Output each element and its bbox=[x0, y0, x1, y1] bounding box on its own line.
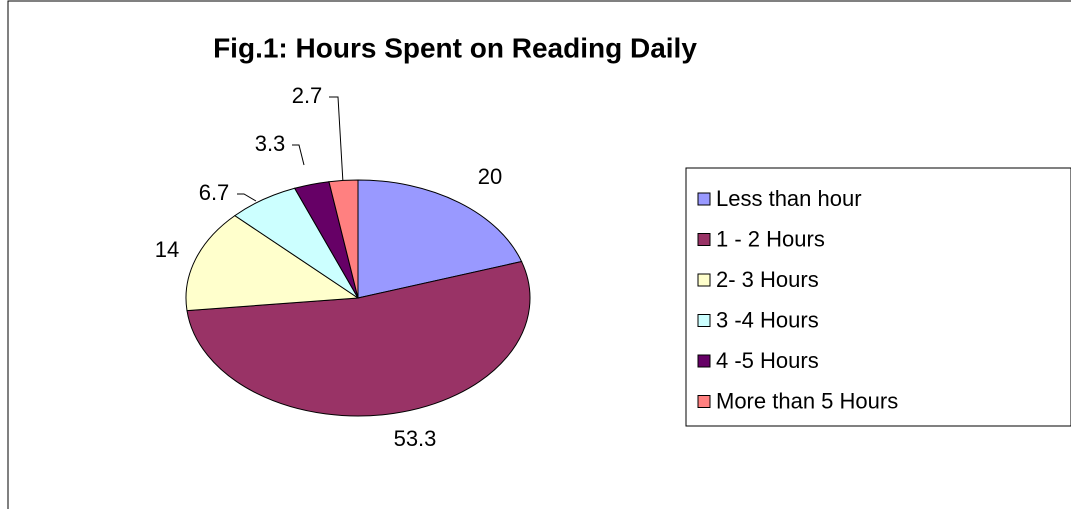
legend-swatch bbox=[697, 314, 711, 327]
legend-label: Less than hour bbox=[716, 186, 862, 211]
data-label: 20 bbox=[478, 164, 502, 189]
pie-slice bbox=[357, 179, 523, 299]
legend-swatch bbox=[697, 395, 711, 408]
pie-slice bbox=[186, 260, 531, 417]
legend-swatch bbox=[697, 273, 711, 287]
leader-line bbox=[237, 193, 257, 202]
leader-line bbox=[329, 96, 344, 184]
legend-box bbox=[685, 167, 1071, 427]
legend-swatch bbox=[697, 233, 711, 246]
legend-swatch bbox=[697, 354, 711, 368]
chart-title: Fig.1: Hours Spent on Reading Daily bbox=[213, 32, 697, 63]
pie-slice bbox=[328, 179, 359, 299]
leader-lines bbox=[237, 96, 344, 202]
legend-label: 2- 3 Hours bbox=[716, 267, 819, 292]
legend-swatch bbox=[697, 192, 711, 206]
data-label: 53.3 bbox=[394, 426, 437, 451]
data-label: 14 bbox=[155, 237, 179, 262]
legend-label: 4 -5 Hours bbox=[716, 348, 819, 373]
legend-label: More than 5 Hours bbox=[716, 388, 898, 413]
data-label: 2.7 bbox=[292, 83, 323, 108]
legend-label: 3 -4 Hours bbox=[716, 307, 819, 332]
data-label: 6.7 bbox=[199, 180, 230, 205]
legend-label: 1 - 2 Hours bbox=[716, 226, 825, 251]
leader-line bbox=[292, 144, 305, 166]
data-label: 3.3 bbox=[255, 131, 286, 156]
pie-slice bbox=[185, 215, 360, 312]
